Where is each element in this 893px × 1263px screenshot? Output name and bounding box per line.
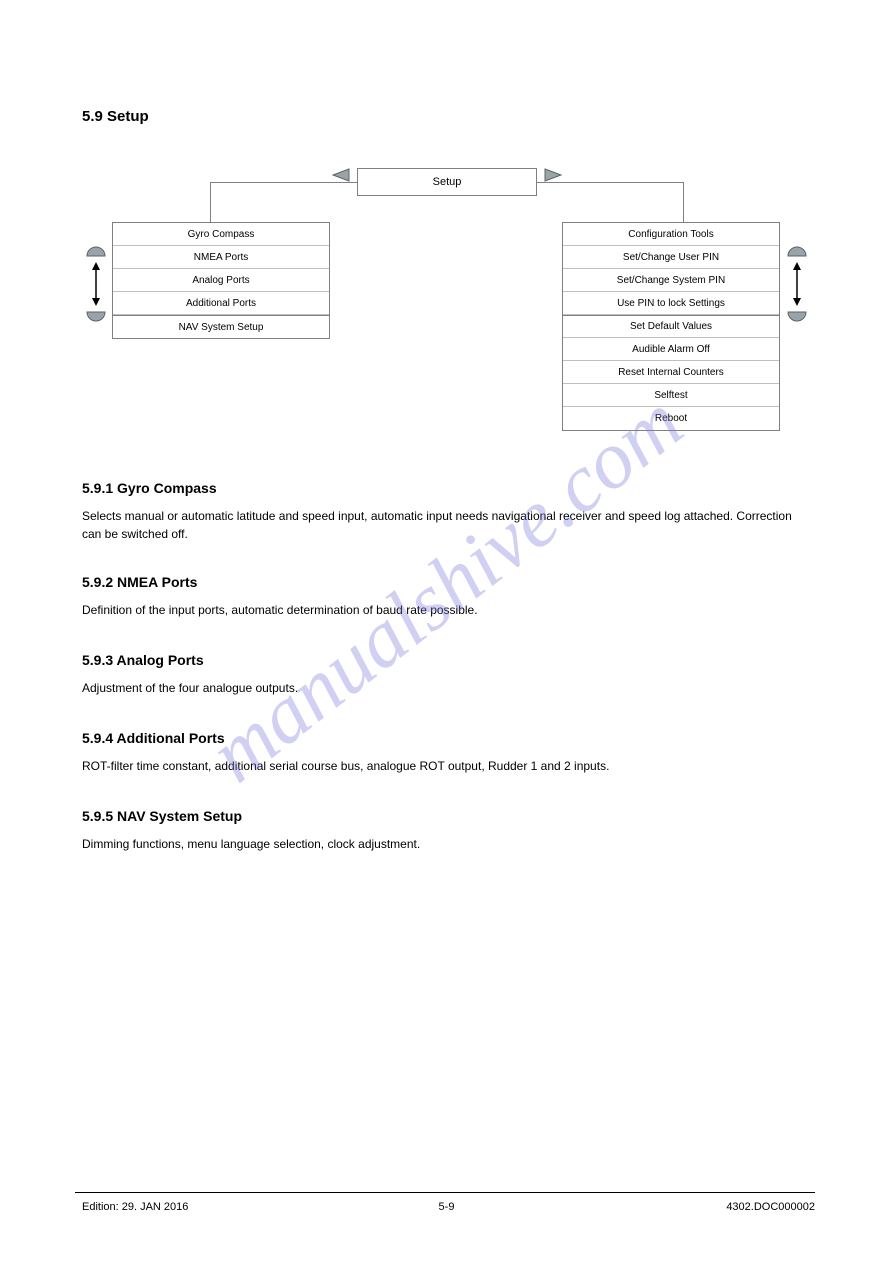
setup-label: Setup — [433, 176, 462, 188]
table-row: Gyro Compass — [113, 223, 329, 246]
footer-page: 5-9 — [439, 1201, 455, 1213]
up-icon-right — [786, 244, 808, 258]
arrow-left-icon — [328, 167, 350, 181]
subsection: 5.9.5 NAV System Setup Dimming functions… — [82, 806, 812, 854]
setup-box: Setup — [357, 168, 537, 196]
table-row: Analog Ports — [113, 269, 329, 292]
menu-table-left: Gyro Compass NMEA Ports Analog Ports Add… — [112, 222, 330, 339]
menu-table-right: Configuration Tools Set/Change User PIN … — [562, 222, 780, 431]
subsection: 5.9.3 Analog Ports Adjustment of the fou… — [82, 650, 812, 698]
footer-divider — [75, 1192, 815, 1193]
section-header: 5.9 Setup — [82, 108, 149, 125]
menu-item-label: Analog Ports — [192, 275, 249, 286]
table-row: Set/Change System PIN — [563, 269, 779, 292]
connector-left-v — [210, 182, 211, 222]
down-icon-right — [786, 310, 808, 324]
table-row: Reboot — [563, 407, 779, 430]
table-row: Additional Ports — [113, 292, 329, 315]
menu-item-label: Gyro Compass — [188, 229, 255, 240]
menu-item-label: NAV System Setup — [179, 322, 264, 333]
table-row: Configuration Tools — [563, 223, 779, 246]
section-title: 5.9 Setup — [82, 108, 149, 125]
subsection-title: 5.9.5 NAV System Setup — [82, 806, 812, 826]
subsection-text: ROT-filter time constant, additional ser… — [82, 758, 812, 775]
footer-right: 4302.DOC000002 — [726, 1201, 815, 1213]
menu-item-label: Set/Change System PIN — [617, 275, 725, 286]
subsection-text: Dimming functions, menu language selecti… — [82, 836, 812, 853]
table-row: Selftest — [563, 384, 779, 407]
subsection: 5.9.1 Gyro Compass Selects manual or aut… — [82, 478, 812, 543]
connector-right-v — [683, 182, 684, 222]
menu-item-label: Configuration Tools — [628, 229, 713, 240]
table-row: NAV System Setup — [113, 315, 329, 338]
table-row: Reset Internal Counters — [563, 361, 779, 384]
arrow-right-icon — [544, 167, 566, 181]
subsection-title: 5.9.1 Gyro Compass — [82, 478, 812, 498]
menu-item-label: Additional Ports — [186, 298, 256, 309]
menu-item-label: Reboot — [655, 413, 687, 424]
menu-item-label: Selftest — [654, 390, 687, 401]
subsection-title: 5.9.4 Additional Ports — [82, 728, 812, 748]
updown-arrow-left — [90, 262, 102, 306]
subsection: 5.9.4 Additional Ports ROT-filter time c… — [82, 728, 812, 776]
menu-item-label: Use PIN to lock Settings — [617, 298, 725, 309]
subsection-title: 5.9.2 NMEA Ports — [82, 572, 812, 592]
subsection-title: 5.9.3 Analog Ports — [82, 650, 812, 670]
subsection: 5.9.2 NMEA Ports Definition of the input… — [82, 572, 812, 620]
menu-item-label: NMEA Ports — [194, 252, 248, 263]
menu-item-label: Set Default Values — [630, 321, 712, 332]
table-row: Set/Change User PIN — [563, 246, 779, 269]
footer-doc: 4302.DOC000002 — [726, 1201, 815, 1213]
subsection-text: Adjustment of the four analogue outputs. — [82, 680, 812, 697]
table-row: NMEA Ports — [113, 246, 329, 269]
down-icon-left — [85, 310, 107, 324]
table-row: Set Default Values — [563, 315, 779, 338]
table-row: Audible Alarm Off — [563, 338, 779, 361]
up-icon-left — [85, 244, 107, 258]
subsection-text: Definition of the input ports, automatic… — [82, 602, 812, 619]
menu-item-label: Reset Internal Counters — [618, 367, 724, 378]
menu-item-label: Set/Change User PIN — [623, 252, 719, 263]
updown-arrow-right — [791, 262, 803, 306]
subsection-text: Selects manual or automatic latitude and… — [82, 508, 812, 543]
table-row: Use PIN to lock Settings — [563, 292, 779, 315]
menu-item-label: Audible Alarm Off — [632, 344, 710, 355]
